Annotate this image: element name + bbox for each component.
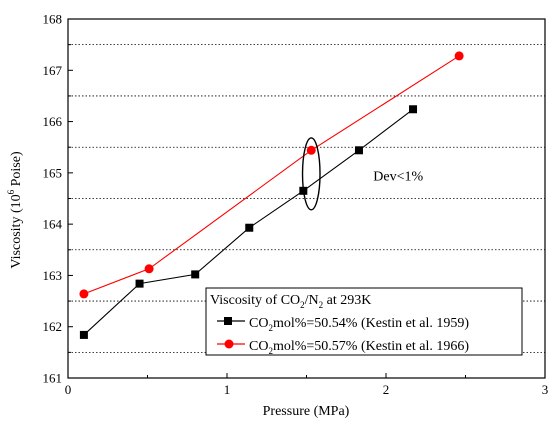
series-2-point-1 (79, 289, 89, 299)
y-axis-label-suffix: Poise) (9, 151, 24, 190)
legend-label-series-2: CO2mol%=50.57% (Kestin et al. 1966) (249, 339, 469, 356)
x-axis: 0 1 2 3 (65, 373, 548, 397)
y-axis-label: Viscosity (106 Poise) (6, 151, 24, 269)
y-axis-label-exponent: 6 (6, 189, 16, 194)
series-2-line (83, 55, 460, 295)
legend-label-series-1: CO2mol%=50.54% (Kestin et al. 1959) (249, 316, 469, 333)
x-axis-label: Pressure (MPa) (263, 404, 350, 419)
y-tick-label-8: 168 (43, 12, 63, 27)
x-tick-label-1: 0 (65, 382, 72, 397)
series-1-point-1 (79, 330, 88, 339)
y-tick-label-6: 166 (43, 114, 63, 129)
series-2-point-2 (144, 264, 154, 274)
x-tick-label-4: 3 (542, 382, 548, 397)
y-tick-label-1: 161 (43, 371, 63, 386)
y-axis-label-main: Viscosity (10 (9, 194, 24, 268)
legend-marker-series-1 (224, 317, 232, 325)
y-tick-label-7: 167 (43, 63, 63, 78)
highlight-ellipse (301, 137, 321, 211)
series-2-point-4 (454, 51, 464, 61)
series-2-point-3 (306, 145, 316, 155)
series-1-point-4 (245, 223, 254, 232)
series-1-point-7 (409, 105, 418, 114)
annotation-layer: Dev<1% (301, 137, 423, 211)
y-tick-label-3: 163 (43, 268, 63, 283)
legend-title: Viscosity of CO2/N2 at 293K (210, 293, 371, 310)
y-tick-label-2: 162 (43, 319, 63, 334)
series-1-point-2 (135, 279, 144, 288)
x-tick-label-3: 2 (383, 382, 390, 397)
legend: Viscosity of CO2/N2 at 293K CO2mol%=50.5… (205, 287, 523, 356)
y-axis: 161 162 163 164 165 166 167 168 (43, 12, 73, 386)
series-layer (79, 51, 464, 339)
legend-box (205, 287, 523, 356)
x-tick-label-2: 1 (224, 382, 231, 397)
series-1-point-3 (191, 270, 200, 279)
y-tick-label-5: 165 (43, 165, 63, 180)
y-tick-label-4: 164 (43, 217, 63, 232)
series-1-point-6 (354, 146, 363, 155)
deviation-annotation: Dev<1% (373, 170, 423, 185)
legend-marker-series-2 (224, 339, 234, 349)
